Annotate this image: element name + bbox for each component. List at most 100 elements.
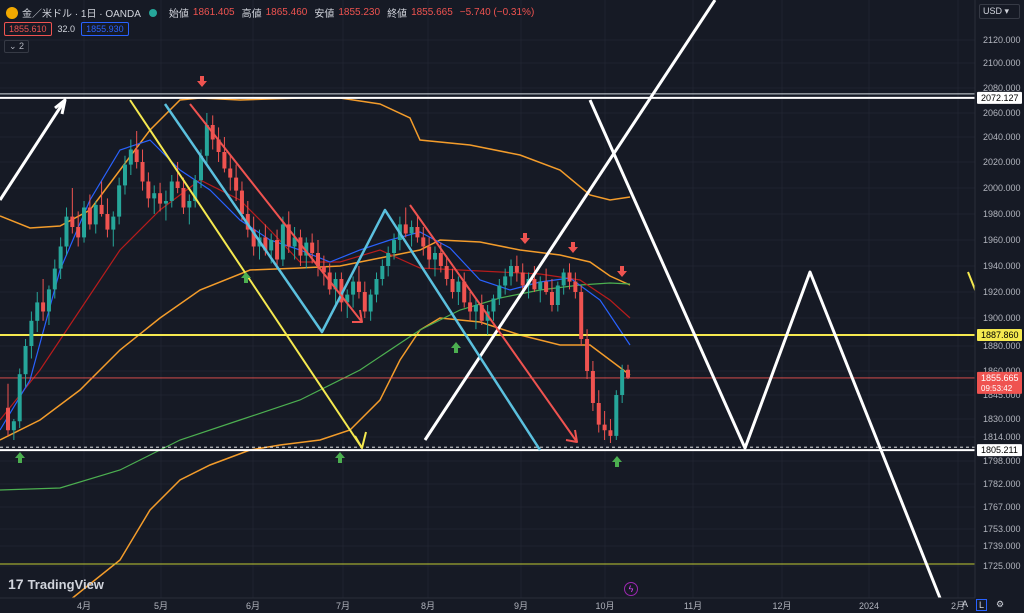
price-axis: 2120.000 2100.000 2080.000 2060.000 2040.000… [983,35,1021,571]
order-prices: 1855.610 32.0 1855.930 [4,22,129,36]
candle-body [626,369,630,378]
y-tick-label: 2040.000 [983,132,1021,142]
candle-body [333,279,338,290]
candle-body [567,272,572,282]
x-tick-label: 10月 [595,601,614,611]
candle-body [29,320,34,346]
x-tick-label: 9月 [514,601,528,611]
candle-body [280,224,285,260]
candle-body [456,281,461,292]
y-tick-label: 1725.000 [983,561,1021,571]
change-value: −5.740 (−0.31%) [459,7,535,18]
candle-body [304,242,309,256]
log-scale-button[interactable]: L [976,599,988,611]
candle-body [93,204,98,225]
white-trend-up [423,0,717,441]
gold-coin-icon [6,6,18,19]
y-tick-label: 1880.000 [983,341,1021,351]
candle-body [450,279,455,292]
buy-signal-arrow-icon [335,452,345,463]
candle-body [286,224,291,247]
x-tick-label: 4月 [77,601,91,611]
candle-body [199,155,204,181]
y-tick-label: 2000.000 [983,183,1021,193]
candle-body [561,272,566,286]
trend-drawings [0,0,977,599]
candle-body [251,229,256,247]
candle-body [438,253,443,266]
price-label-bg [977,91,1022,104]
candle-body [479,305,484,321]
sell-signal-arrow-icon [617,266,627,277]
candle-body [41,302,46,312]
candle-body [509,266,514,277]
sell-price-button[interactable]: 1855.610 [4,22,52,36]
candle-body [432,253,437,260]
candle-body [427,246,432,260]
signal-arrows [15,76,627,467]
x-tick-label: 11月 [684,601,702,611]
price-label: 1855.665 [981,373,1019,383]
y-tick-label: 2120.000 [983,35,1021,45]
candle-body [538,281,543,290]
candle-body [602,424,607,431]
y-tick-label: 1798.000 [983,456,1021,466]
price-label: 1805.211 [981,445,1018,455]
x-tick-label: 2024 [859,601,879,611]
candle-body [345,294,350,303]
y-tick-label: 2080.000 [983,83,1021,93]
buy-signal-arrow-icon [241,272,251,283]
candle-body [117,185,122,217]
collapse-indicators-button[interactable]: ⌄ 2 [4,40,30,53]
y-tick-label: 2060.000 [983,108,1021,118]
candle-body [403,224,408,234]
candle-body [374,279,379,295]
lightning-icon[interactable]: ϟ [624,582,638,596]
y-tick-label: 1830.000 [983,414,1021,424]
candle-body [549,292,554,305]
yellow-arrowhead [354,431,367,449]
sell-signal-arrow-icon [197,76,207,87]
candle-body [462,281,467,303]
candle-body [339,279,344,303]
candle-body [415,227,420,238]
indicator-count: 2 [19,41,25,51]
settings-gear-icon[interactable]: ⚙ [996,599,1005,609]
candle-body [590,371,595,403]
candle-body [105,214,110,230]
candle-body [70,216,75,227]
auto-scale-button[interactable]: A [962,599,969,609]
y-tick-label: 1900.000 [983,313,1021,323]
candle-body [321,266,326,273]
candle-body [111,216,116,230]
x-tick-label: 8月 [421,601,435,611]
red-trend-2 [409,204,578,443]
open-value: 1861.405 [192,7,235,18]
x-tick-label: 5月 [154,601,168,611]
candle-body [146,181,151,199]
price-label: 1887.860 [981,330,1019,340]
candle-body [152,193,157,199]
time-axis: 4月 5月 6月 7月 8月 9月 10月 11月 12月 2024 2月 [77,601,965,611]
candle-body [497,285,502,299]
sma-200 [0,282,631,491]
currency-select[interactable]: USD ▾ [979,4,1020,19]
candle-body [386,253,391,266]
candle-body [275,240,280,260]
candle-body [46,289,51,312]
symbol-title[interactable]: 金／米ドル · 1日 · OANDA [22,9,141,20]
open-label: 始値 [168,9,189,20]
y-tick-label: 1782.000 [983,479,1021,489]
candle-body [608,430,613,436]
candle-body [52,268,57,290]
candle-body [134,149,139,162]
candle-body [409,227,414,234]
bollinger-mid [0,239,631,441]
x-tick-label: 2月 [951,601,965,611]
price-label: 2072.127 [981,93,1019,103]
buy-price-button[interactable]: 1855.930 [81,22,129,36]
time-axis-bg [0,598,1024,613]
candle-body [392,240,397,253]
candle-body [269,240,274,251]
